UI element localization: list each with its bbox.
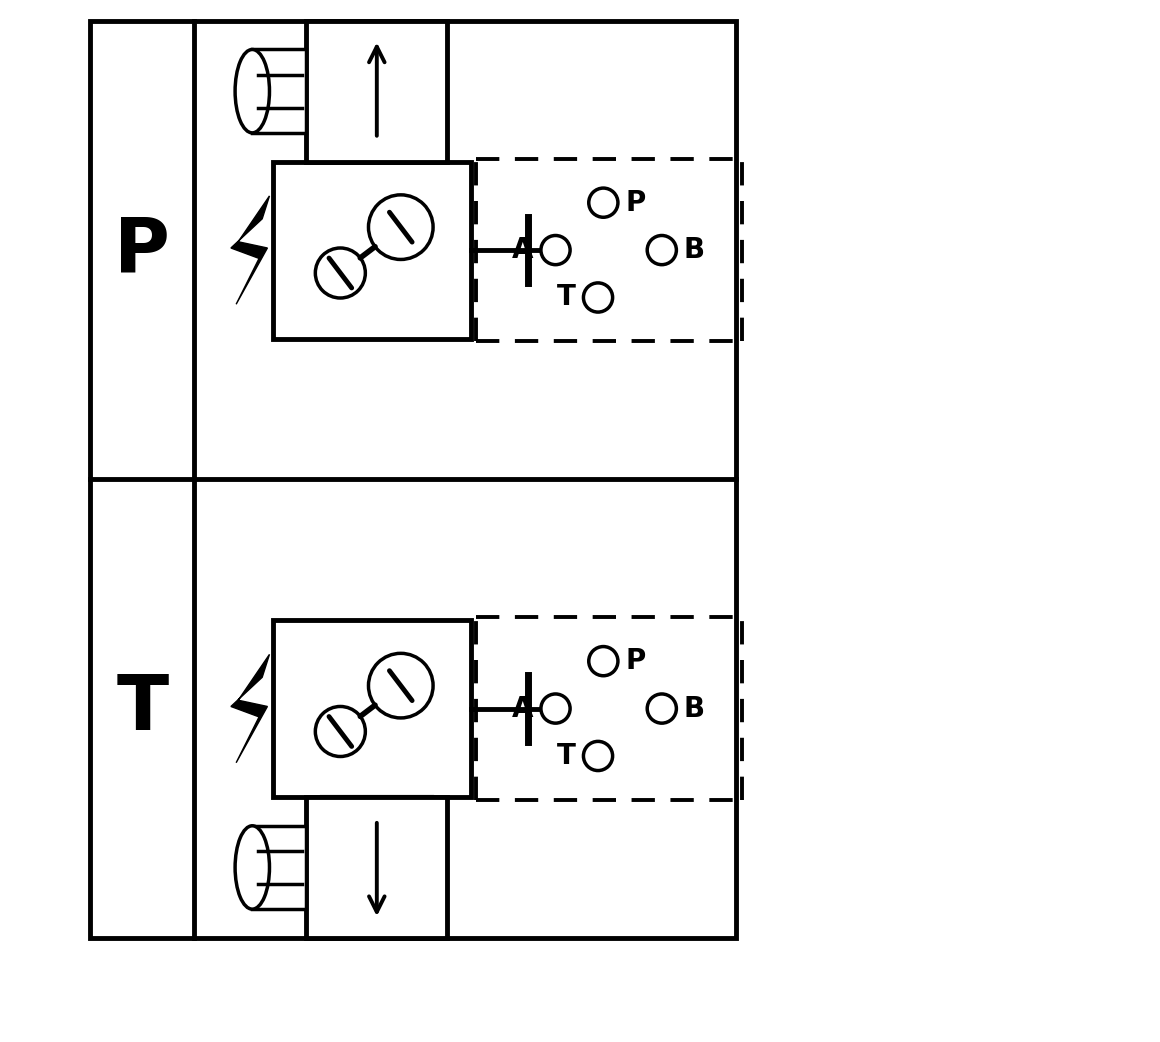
Text: B: B [683, 237, 705, 264]
Text: P: P [115, 213, 171, 288]
Text: B: B [683, 695, 705, 722]
Circle shape [583, 283, 612, 313]
Ellipse shape [235, 49, 269, 132]
Bar [273, 620, 471, 797]
Text: P: P [625, 189, 645, 217]
Bar [90, 21, 737, 938]
Circle shape [369, 653, 433, 718]
Circle shape [647, 235, 676, 265]
Text: T: T [557, 742, 577, 770]
Text: A: A [512, 237, 534, 264]
Circle shape [541, 694, 570, 723]
Circle shape [316, 248, 365, 298]
Circle shape [541, 235, 570, 265]
Bar [306, 797, 447, 938]
Circle shape [589, 188, 618, 218]
Text: A: A [512, 695, 534, 722]
Bar [306, 21, 447, 162]
Text: T: T [116, 671, 168, 746]
Polygon shape [231, 654, 269, 763]
Polygon shape [231, 196, 269, 304]
Circle shape [589, 646, 618, 675]
Ellipse shape [235, 825, 269, 909]
Bar [273, 162, 471, 339]
Circle shape [316, 706, 365, 756]
Bar [252, 825, 306, 909]
Circle shape [583, 742, 612, 771]
Text: T: T [557, 283, 577, 312]
Circle shape [647, 694, 676, 723]
Bar [252, 49, 306, 132]
Circle shape [369, 195, 433, 259]
Text: P: P [625, 647, 645, 675]
